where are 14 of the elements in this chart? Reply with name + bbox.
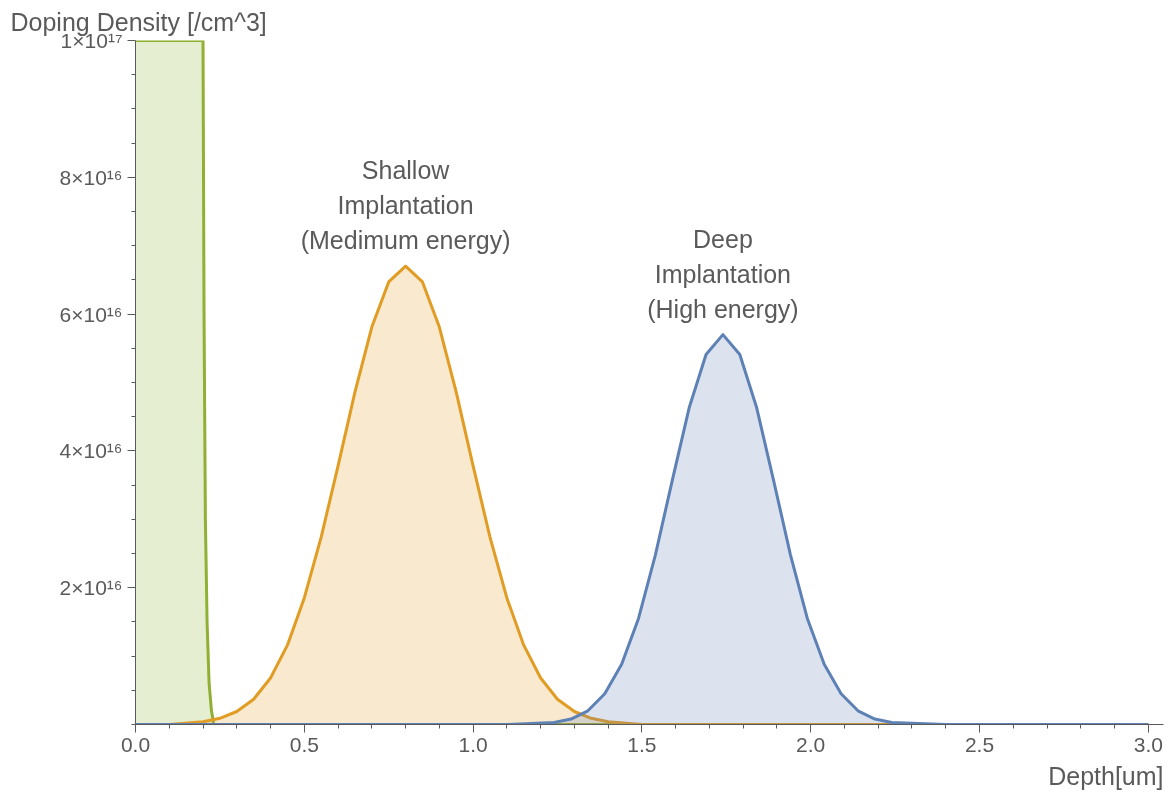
x-tick-label: 0.0 [120, 732, 151, 756]
y-tick-label: 8×10¹⁶ [59, 165, 123, 189]
annotation: Shallow Implantation (Medimum energy) [300, 156, 511, 255]
y-tick-label: 2×10¹⁶ [59, 576, 123, 600]
x-tick-label: 1.5 [627, 732, 657, 756]
y-tick-label: 4×10¹⁶ [59, 439, 123, 463]
annotation: Deep Implantation (High energy) [647, 224, 799, 323]
x-tick-label: 2.5 [964, 732, 995, 756]
x-tick-label: 0.5 [289, 732, 319, 756]
x-tick-label: 1.0 [458, 732, 488, 756]
x-tick-label: 3.0 [1133, 732, 1163, 756]
x-tick-label: 2.0 [796, 732, 826, 756]
y-tick-label: 6×10¹⁶ [59, 302, 123, 326]
x-axis-title: Depth[um] [1048, 761, 1164, 790]
